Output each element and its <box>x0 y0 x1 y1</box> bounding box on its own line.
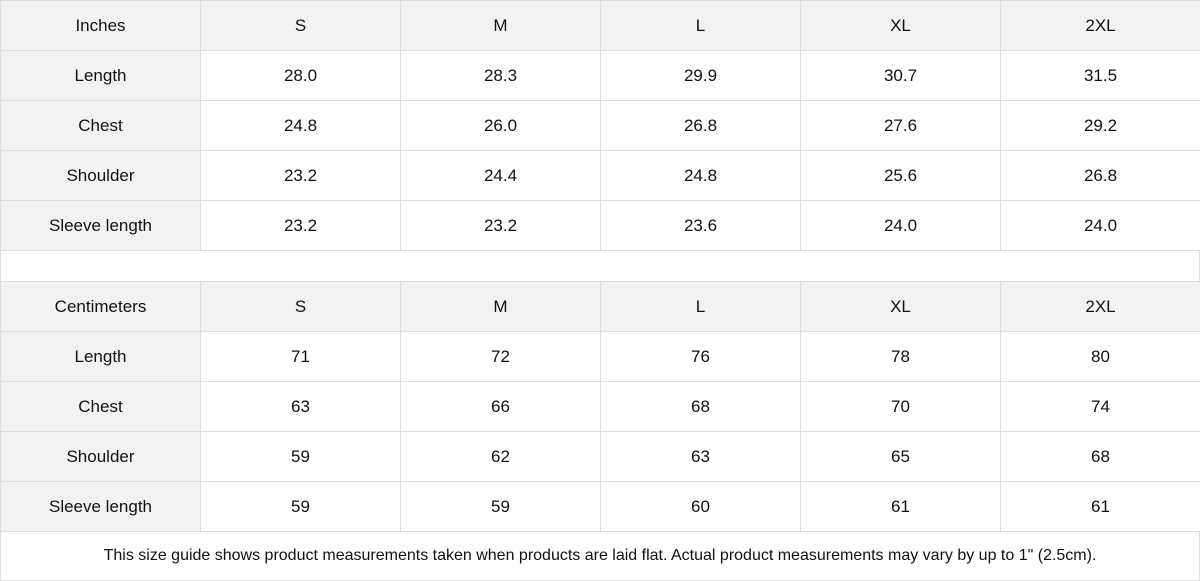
measurement-cell: 74 <box>1001 382 1200 432</box>
size-header: XL <box>801 282 1001 332</box>
measurement-cell: 23.2 <box>401 201 601 251</box>
measurement-cell: 63 <box>201 382 401 432</box>
measurement-cell: 23.6 <box>601 201 801 251</box>
row-label: Shoulder <box>1 151 201 201</box>
measurement-cell: 29.2 <box>1001 101 1200 151</box>
measurement-cell: 78 <box>801 332 1001 382</box>
row-label: Shoulder <box>1 432 201 482</box>
measurement-cell: 26.0 <box>401 101 601 151</box>
measurement-cell: 68 <box>601 382 801 432</box>
size-guide-note: This size guide shows product measuremen… <box>0 532 1200 581</box>
row-label: Chest <box>1 382 201 432</box>
measurement-cell: 26.8 <box>601 101 801 151</box>
size-header: 2XL <box>1001 282 1200 332</box>
measurement-cell: 61 <box>801 482 1001 532</box>
size-header: L <box>601 1 801 51</box>
measurement-cell: 28.0 <box>201 51 401 101</box>
unit-header: Inches <box>1 1 201 51</box>
measurement-cell: 23.2 <box>201 151 401 201</box>
measurement-cell: 80 <box>1001 332 1200 382</box>
measurement-cell: 24.8 <box>601 151 801 201</box>
measurement-cell: 62 <box>401 432 601 482</box>
measurement-cell: 31.5 <box>1001 51 1200 101</box>
measurement-cell: 24.4 <box>401 151 601 201</box>
size-header: M <box>401 282 601 332</box>
measurement-cell: 68 <box>1001 432 1200 482</box>
size-header: L <box>601 282 801 332</box>
measurement-cell: 66 <box>401 382 601 432</box>
table-spacer <box>0 251 1200 281</box>
measurement-cell: 25.6 <box>801 151 1001 201</box>
measurement-cell: 29.9 <box>601 51 801 101</box>
measurement-cell: 24.0 <box>801 201 1001 251</box>
size-header: XL <box>801 1 1001 51</box>
size-header: M <box>401 1 601 51</box>
measurement-cell: 71 <box>201 332 401 382</box>
row-label: Sleeve length <box>1 201 201 251</box>
row-label: Sleeve length <box>1 482 201 532</box>
size-header: S <box>201 1 401 51</box>
row-label: Chest <box>1 101 201 151</box>
measurement-cell: 63 <box>601 432 801 482</box>
measurement-cell: 30.7 <box>801 51 1001 101</box>
measurement-cell: 24.0 <box>1001 201 1200 251</box>
measurement-cell: 23.2 <box>201 201 401 251</box>
measurement-cell: 59 <box>201 432 401 482</box>
size-header: 2XL <box>1001 1 1200 51</box>
measurement-cell: 27.6 <box>801 101 1001 151</box>
measurement-cell: 59 <box>401 482 601 532</box>
measurement-cell: 24.8 <box>201 101 401 151</box>
row-label: Length <box>1 51 201 101</box>
measurement-cell: 26.8 <box>1001 151 1200 201</box>
measurement-cell: 76 <box>601 332 801 382</box>
unit-header: Centimeters <box>1 282 201 332</box>
measurement-cell: 70 <box>801 382 1001 432</box>
measurement-cell: 28.3 <box>401 51 601 101</box>
size-header: S <box>201 282 401 332</box>
measurement-cell: 61 <box>1001 482 1200 532</box>
measurement-cell: 72 <box>401 332 601 382</box>
measurement-cell: 65 <box>801 432 1001 482</box>
measurement-cell: 60 <box>601 482 801 532</box>
row-label: Length <box>1 332 201 382</box>
measurement-cell: 59 <box>201 482 401 532</box>
